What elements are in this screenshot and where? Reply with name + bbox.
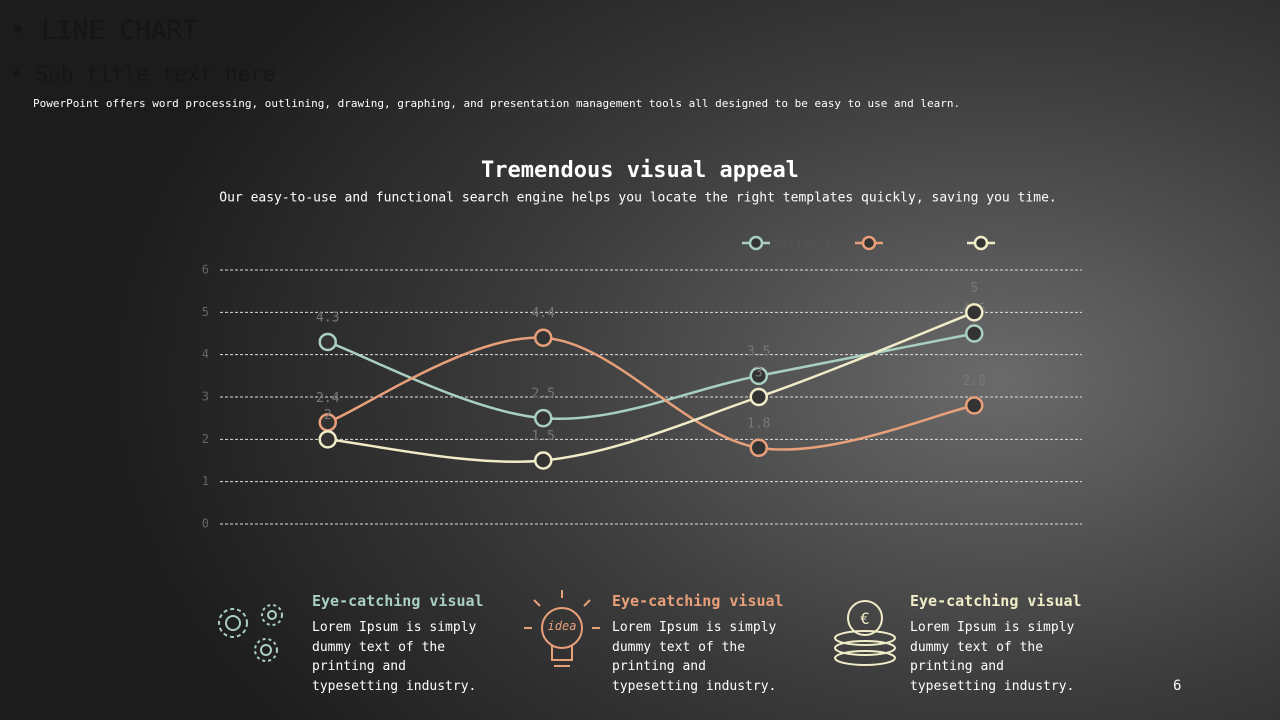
y-tick-label: 0 xyxy=(202,517,209,531)
chart-subtitle: Our easy-to-use and functional search en… xyxy=(219,191,1056,206)
legend-marker xyxy=(748,235,764,251)
data-label: 2.8 xyxy=(963,374,986,389)
y-tick-label: 2 xyxy=(202,432,209,446)
svg-text:€: € xyxy=(860,609,870,628)
point xyxy=(318,430,337,449)
legend-label: Series 2 xyxy=(887,236,945,250)
gears-icon xyxy=(218,604,283,662)
series-line xyxy=(327,332,975,421)
point xyxy=(318,332,337,352)
data-label: 4.4 xyxy=(532,306,556,321)
data-label: 2.5 xyxy=(532,387,555,402)
subtitle-text: Sub title text here xyxy=(35,62,276,86)
data-label: 5 xyxy=(970,281,978,296)
point xyxy=(534,328,553,347)
feature-title: Eye-catching visual xyxy=(312,592,484,610)
data-label: 3 xyxy=(755,366,763,381)
svg-text:idea: idea xyxy=(548,619,577,633)
y-tick-label: 4 xyxy=(202,347,209,361)
legend-marker xyxy=(973,235,989,251)
slide-subtitle: • Sub title text here xyxy=(10,62,276,86)
title-text: LINE CHART xyxy=(41,16,198,46)
data-label: 1.5 xyxy=(532,429,555,444)
data-label: 2 xyxy=(324,408,332,423)
legend-marker xyxy=(861,235,877,251)
idea-icon: idea xyxy=(524,590,600,667)
slide-title: • LINE CHART xyxy=(10,16,198,46)
data-label: 1.8 xyxy=(747,416,770,431)
point xyxy=(749,387,768,407)
data-label: 3.5 xyxy=(747,344,770,359)
feature-text: Lorem Ipsum is simply dummy text of the … xyxy=(312,620,477,694)
y-tick-label: 5 xyxy=(202,305,209,319)
feature-text: Lorem Ipsum is simply dummy text of the … xyxy=(612,620,777,694)
y-tick-label: 1 xyxy=(202,474,209,488)
point xyxy=(965,303,984,322)
feature-text: Lorem Ipsum is simply dummy text of the … xyxy=(910,620,1075,694)
page-number: 6 xyxy=(1173,678,1182,694)
feature-title: Eye-catching visual xyxy=(612,592,784,610)
legend-label: Series 3 xyxy=(999,236,1057,250)
series-line xyxy=(327,311,975,464)
point xyxy=(534,408,553,428)
point xyxy=(749,366,768,386)
point xyxy=(749,438,768,458)
data-label: 2.4 xyxy=(316,391,340,406)
feature: Eye-catching visual Lorem Ipsum is simpl… xyxy=(910,592,1110,696)
coins-icon: € xyxy=(834,600,896,666)
series-line xyxy=(327,336,975,451)
point xyxy=(965,324,984,343)
description: PowerPoint offers word processing, outli… xyxy=(33,97,961,110)
feature: Eye-catching visual Lorem Ipsum is simpl… xyxy=(612,592,812,696)
feature-title: Eye-catching visual xyxy=(910,592,1082,610)
data-label: 4.3 xyxy=(316,310,339,325)
feature: Eye-catching visual Lorem Ipsum is simpl… xyxy=(312,592,512,696)
point xyxy=(965,396,984,415)
point xyxy=(534,451,553,470)
chart-title: Tremendous visual appeal xyxy=(481,158,799,183)
legend-label: Series 1 xyxy=(774,236,832,250)
y-tick-label: 3 xyxy=(202,390,209,404)
y-tick-label: 6 xyxy=(202,263,209,277)
